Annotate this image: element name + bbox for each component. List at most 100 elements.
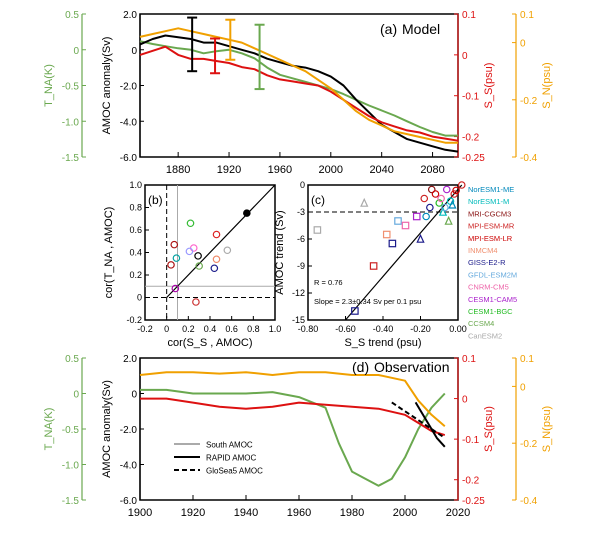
legend-label: MRI-CGCM3 [468, 209, 511, 218]
y-tick-label: 0 [300, 180, 305, 190]
y-tick-label: 0.1 [462, 354, 476, 365]
y-tick-label: 0 [73, 390, 79, 401]
y-tick-label: 0.2 [129, 270, 142, 280]
legend-label: INMCM4 [468, 246, 498, 255]
y-axis-label-left_outer: T_NA(K) [43, 64, 55, 107]
y-axis-label-right_inner: S_S(psu) [483, 63, 495, 109]
panel-b: -0.2 0 0.2 0.4 0.6 0.8 1.0 -0.2 0 0.2 0.4 0.6 0.8 1.0… [103, 180, 281, 349]
data-series-line [139, 45, 459, 142]
x-tick-label: 2020 [446, 507, 470, 519]
y-tick-label: 0.5 [65, 354, 79, 365]
data-point [401, 221, 410, 230]
x-tick-label: 1900 [128, 507, 152, 519]
y-axis-label: AMOC trend (Sv) [274, 210, 286, 294]
y-tick-label: -12 [292, 288, 305, 298]
y-tick-label: -2.0 [120, 425, 138, 436]
data-point [167, 261, 175, 269]
y-tick-label: -0.1 [462, 435, 480, 446]
y-tick-label: 0 [131, 390, 137, 401]
data-point [422, 212, 430, 221]
y-tick-label: 0.1 [462, 10, 476, 21]
y-tick-label: 0 [462, 395, 468, 406]
y-tick-label: 2.0 [123, 354, 137, 365]
y-axis-label-right_outer: S_N(psu) [541, 406, 553, 452]
x-tick-label: 2000 [319, 164, 343, 176]
y-tick-label: -0.2 [520, 439, 538, 450]
y-tick-label: 0 [520, 39, 526, 50]
data-point [450, 190, 459, 198]
y-tick-label: -0.5 [62, 425, 80, 436]
x-tick-label: 1960 [287, 507, 311, 519]
legend-label: RAPID AMOC [206, 454, 256, 463]
y-tick-label: 0.8 [129, 203, 142, 213]
y-tick-label: -0.25 [462, 496, 485, 507]
y-tick-label: 0 [520, 382, 526, 393]
y-tick-label: -6.0 [120, 496, 138, 507]
y-tick-label: -6 [297, 234, 305, 244]
data-series-line [140, 397, 446, 437]
legend-label: NorESM1-ME [468, 185, 514, 194]
legend-label: MPI-ESM-LR [468, 234, 513, 243]
y-tick-label: -6.0 [120, 153, 138, 164]
data-point [223, 246, 232, 255]
x-axis-label: S_S trend (psu) [344, 337, 421, 349]
data-point [441, 203, 449, 212]
y-tick-label: -0.5 [62, 82, 80, 93]
y-tick-label: -15 [292, 315, 305, 325]
y-axis-label: cor(T_NA , AMOC) [103, 207, 115, 299]
panel-title: Observation [374, 359, 449, 375]
y-tick-label: 0.1 [520, 10, 534, 21]
y-tick-label: -1.0 [62, 461, 80, 472]
data-point [448, 199, 457, 209]
y-tick-label: 0.6 [129, 225, 142, 235]
y-tick-label: 1.0 [129, 180, 142, 190]
x-tick-label: -0.20 [410, 324, 431, 334]
y-tick-label: -0.4 [520, 496, 538, 507]
x-tick-label: 1920 [181, 507, 205, 519]
y-tick-label: -3 [297, 207, 305, 217]
data-point [186, 219, 195, 228]
data-point [437, 194, 445, 203]
y-tick-label: -4.0 [120, 117, 138, 128]
data-point [243, 209, 251, 217]
y-tick-label: -0.4 [520, 153, 538, 164]
data-point [457, 181, 466, 189]
data-point [171, 284, 180, 293]
data-point [452, 186, 460, 195]
x-tick-label: 0.6 [225, 324, 238, 334]
legend-label: GloSea5 AMOC [206, 467, 263, 476]
y-tick-label: -0.2 [126, 315, 142, 325]
panel-d: 1900 1920 1940 1960 1980 2000 2020 0.5 0 -0.5 -1.0… [43, 354, 553, 519]
x-tick-label: 0 [164, 324, 169, 334]
annotation: R = 0.76 [314, 278, 343, 287]
x-tick-label: 0.4 [204, 324, 217, 334]
data-series-line [139, 371, 446, 427]
data-point [195, 262, 203, 270]
x-tick-label: 2040 [369, 164, 393, 176]
y-tick-label: -0.2 [462, 476, 480, 487]
data-point [435, 199, 444, 207]
x-tick-label: -0.80 [298, 324, 319, 334]
regression-line [345, 184, 463, 321]
legend-label: GISS-E2-R [468, 258, 506, 267]
data-point [412, 212, 421, 221]
data-series-line [391, 401, 446, 439]
data-point [426, 203, 434, 212]
y-axis-label-left_outer: T_NA(K) [43, 408, 55, 451]
data-series-line [140, 388, 446, 487]
y-tick-label: -0.1 [462, 92, 480, 103]
legend-label: CNRM-CM5 [468, 283, 509, 292]
data-point [351, 307, 359, 315]
data-point [170, 240, 179, 249]
x-tick-label: -0.2 [137, 324, 153, 334]
y-tick-label: -1.5 [62, 153, 80, 164]
data-point [394, 217, 402, 225]
legend-label: CESM1-BGC [468, 307, 513, 316]
panel-label: (d) [352, 359, 369, 375]
data-point [212, 230, 221, 239]
x-tick-label: 0.00 [449, 324, 467, 334]
data-point [427, 185, 436, 194]
data-series-line [139, 27, 458, 144]
data-point [360, 197, 369, 207]
